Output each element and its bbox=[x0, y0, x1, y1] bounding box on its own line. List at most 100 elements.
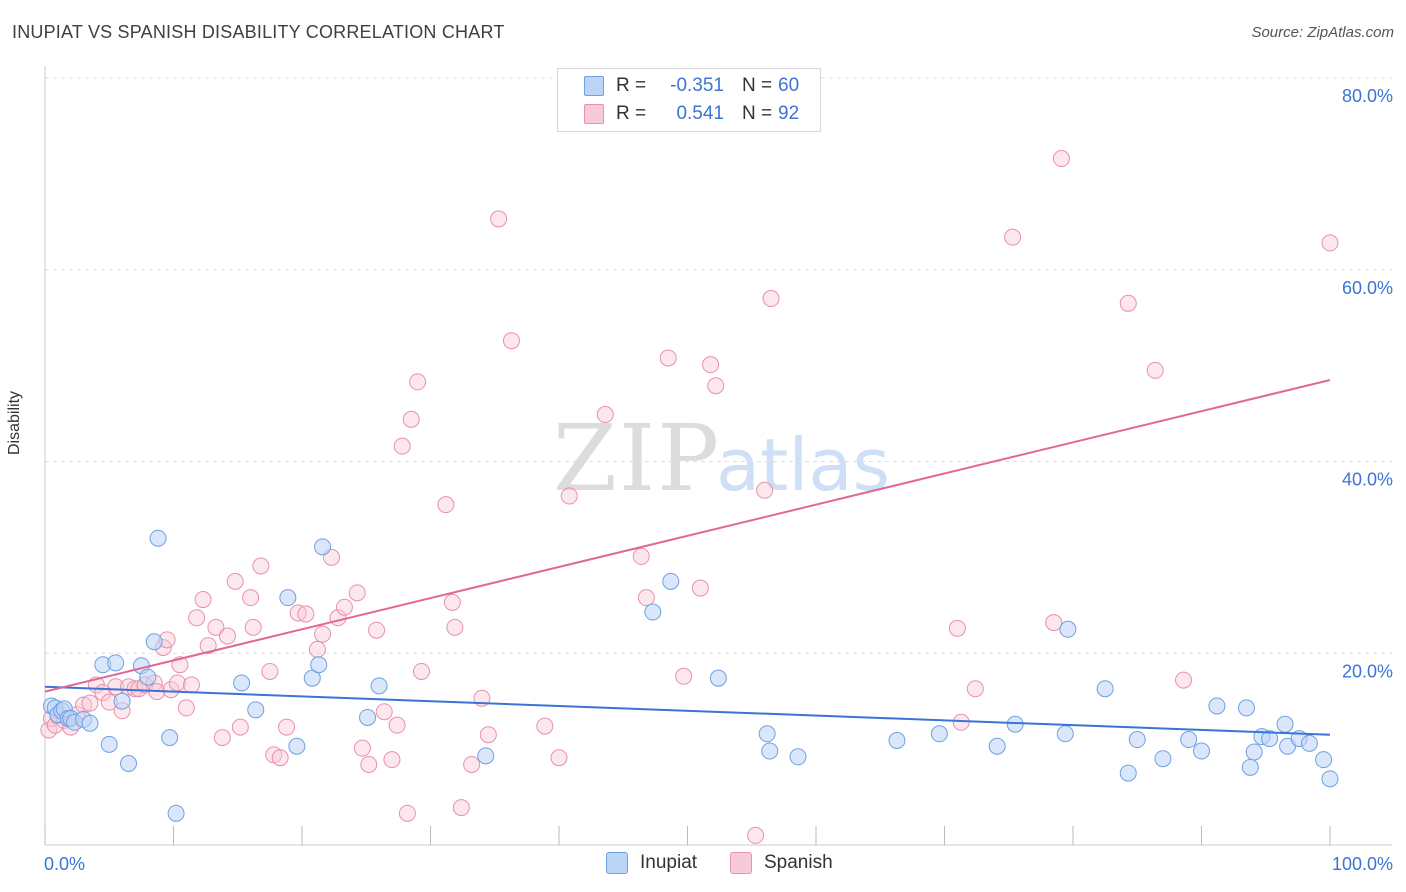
data-point-inupiat bbox=[1241, 758, 1259, 776]
data-point-inupiat bbox=[107, 654, 125, 672]
correlation-legend: R = -0.351 N = 60 R = 0.541 N = 92 bbox=[557, 68, 821, 132]
series-name-inupiat: Inupiat bbox=[640, 852, 698, 873]
data-point-inupiat bbox=[247, 701, 265, 719]
data-point-spanish bbox=[242, 589, 260, 607]
data-point-inupiat bbox=[370, 677, 388, 695]
data-point-spanish bbox=[393, 437, 411, 455]
data-point-inupiat bbox=[988, 737, 1006, 755]
series-legend-spanish[interactable]: Spanish bbox=[730, 852, 833, 874]
data-point-spanish bbox=[596, 406, 614, 424]
n-value-spanish: 92 bbox=[778, 103, 800, 124]
data-point-inupiat bbox=[233, 674, 251, 692]
watermark-atlas: atlas bbox=[716, 423, 890, 507]
n-label: N = bbox=[742, 103, 773, 124]
data-point-inupiat bbox=[1154, 750, 1172, 768]
data-point-inupiat bbox=[888, 731, 906, 749]
data-point-spanish bbox=[375, 703, 393, 721]
trend-line-inupiat bbox=[44, 685, 1331, 736]
series-legend-inupiat[interactable]: Inupiat bbox=[606, 852, 697, 874]
source-label: Source: ZipAtlas.com bbox=[1251, 24, 1394, 41]
data-point-spanish bbox=[126, 680, 144, 698]
data-point-spanish bbox=[188, 609, 206, 627]
trend-lines bbox=[44, 379, 1331, 736]
data-point-spanish bbox=[244, 618, 262, 636]
data-point-spanish bbox=[966, 680, 984, 698]
n-value-inupiat: 60 bbox=[778, 75, 800, 96]
data-point-spanish bbox=[177, 699, 195, 717]
data-point-spanish bbox=[659, 349, 677, 367]
series-legend: Inupiat Spanish bbox=[0, 852, 1406, 878]
data-point-inupiat bbox=[1119, 764, 1137, 782]
data-point-spanish bbox=[1146, 361, 1164, 379]
chart-title: INUPIAT VS SPANISH DISABILITY CORRELATIO… bbox=[12, 22, 505, 42]
legend-row-inupiat: R = -0.351 N = 60 bbox=[584, 74, 799, 98]
axes bbox=[44, 66, 1392, 846]
data-point-inupiat bbox=[1321, 770, 1339, 788]
data-point-spanish bbox=[278, 718, 296, 736]
data-point-inupiat bbox=[288, 737, 306, 755]
data-point-spanish bbox=[952, 713, 970, 731]
y-axis-label: Disability bbox=[6, 390, 23, 455]
y-tick-label: 20.0% bbox=[1342, 661, 1393, 681]
x-ticks bbox=[44, 826, 1331, 845]
data-point-spanish bbox=[409, 373, 427, 391]
data-point-spanish bbox=[261, 662, 279, 680]
data-point-inupiat bbox=[477, 747, 495, 765]
data-point-spanish bbox=[443, 593, 461, 611]
data-point-inupiat bbox=[1245, 743, 1263, 761]
data-point-inupiat bbox=[1056, 725, 1074, 743]
data-point-inupiat bbox=[1180, 731, 1198, 749]
data-point-inupiat bbox=[1059, 620, 1077, 638]
data-point-inupiat bbox=[1315, 751, 1333, 769]
data-point-inupiat bbox=[789, 748, 807, 766]
data-point-spanish bbox=[335, 598, 353, 616]
data-point-inupiat bbox=[81, 714, 99, 732]
data-point-spanish bbox=[383, 751, 401, 769]
data-point-inupiat bbox=[1237, 699, 1255, 717]
data-point-spanish bbox=[213, 729, 231, 747]
data-point-spanish bbox=[632, 547, 650, 565]
data-point-spanish bbox=[1175, 671, 1193, 689]
data-point-spanish bbox=[691, 579, 709, 597]
data-point-inupiat bbox=[120, 755, 138, 773]
data-point-spanish bbox=[1321, 234, 1339, 252]
data-point-spanish bbox=[271, 749, 289, 767]
data-point-spanish bbox=[1119, 294, 1137, 312]
data-point-spanish bbox=[252, 557, 270, 575]
series-swatch-inupiat bbox=[606, 852, 628, 874]
data-point-spanish bbox=[360, 755, 378, 773]
data-points bbox=[40, 150, 1339, 844]
data-point-spanish bbox=[1052, 150, 1070, 168]
x-tick-label: 100.0% bbox=[1332, 854, 1393, 874]
data-point-inupiat bbox=[161, 729, 179, 747]
data-point-spanish bbox=[207, 618, 225, 636]
data-point-inupiat bbox=[662, 572, 680, 590]
watermark-zip: ZIP bbox=[553, 405, 721, 512]
data-point-inupiat bbox=[1193, 742, 1210, 760]
data-point-spanish bbox=[81, 694, 99, 712]
data-point-inupiat bbox=[310, 656, 328, 674]
data-point-inupiat bbox=[1261, 730, 1279, 748]
data-point-inupiat bbox=[1300, 734, 1318, 752]
data-point-spanish bbox=[199, 637, 217, 655]
series-swatch-spanish bbox=[730, 852, 752, 874]
data-point-spanish bbox=[550, 749, 568, 767]
data-point-inupiat bbox=[149, 529, 167, 547]
data-point-spanish bbox=[437, 496, 455, 514]
data-point-spanish bbox=[231, 718, 249, 736]
legend-swatch-inupiat bbox=[584, 76, 604, 96]
data-point-inupiat bbox=[139, 668, 157, 686]
data-point-spanish bbox=[314, 625, 332, 643]
data-point-spanish bbox=[308, 640, 326, 658]
data-point-inupiat bbox=[167, 804, 185, 822]
y-tick-label: 60.0% bbox=[1342, 278, 1393, 298]
y-tick-label: 80.0% bbox=[1342, 86, 1393, 106]
data-point-inupiat bbox=[1096, 680, 1114, 698]
data-point-inupiat bbox=[644, 603, 662, 621]
data-point-spanish bbox=[675, 667, 693, 685]
data-point-spanish bbox=[368, 621, 386, 639]
data-point-spanish bbox=[762, 290, 780, 308]
data-point-spanish bbox=[948, 619, 966, 637]
data-point-spanish bbox=[194, 591, 212, 609]
